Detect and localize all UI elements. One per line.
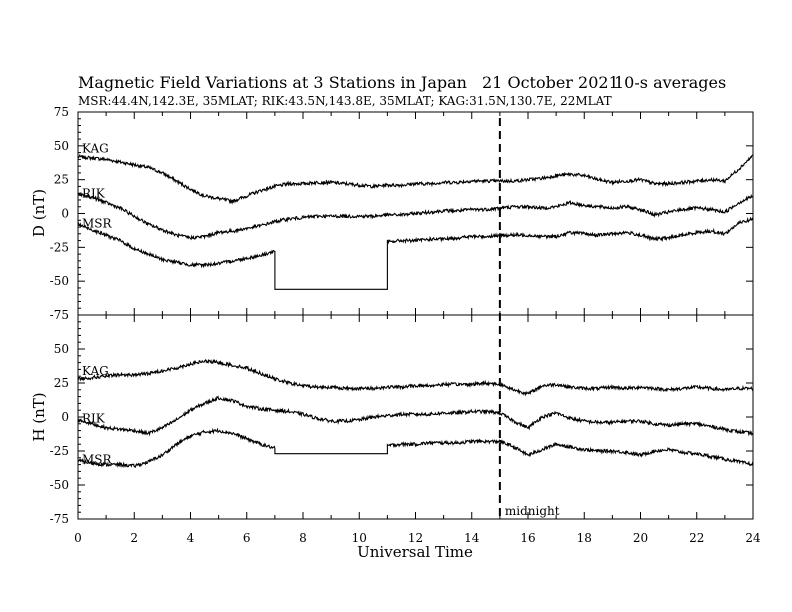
top-ytick-label: 75 bbox=[54, 105, 69, 119]
chart-date: 21 October 2021 bbox=[482, 73, 619, 92]
bottom-panel-ylabel: H (nT) bbox=[30, 392, 48, 441]
bottom-ytick-label: 25 bbox=[54, 376, 69, 390]
xtick-label: 8 bbox=[299, 531, 307, 545]
bottom-ytick-label: -50 bbox=[50, 478, 69, 492]
bottom-series-kag bbox=[77, 358, 754, 397]
bottom-series-rik bbox=[77, 395, 754, 437]
bottom-series-msr bbox=[77, 427, 754, 468]
top-series-label-msr: MSR bbox=[82, 216, 113, 230]
bottom-series-label-rik: RIK bbox=[82, 412, 106, 426]
xtick-label: 10 bbox=[352, 531, 367, 545]
top-series-label-kag: KAG bbox=[82, 142, 109, 156]
xtick-label: 20 bbox=[633, 531, 648, 545]
xtick-label: 0 bbox=[74, 531, 82, 545]
xtick-label: 4 bbox=[187, 531, 195, 545]
xtick-label: 14 bbox=[464, 531, 480, 545]
top-series-msr bbox=[77, 216, 754, 290]
top-ytick-label: -75 bbox=[50, 308, 69, 322]
xtick-label: 24 bbox=[745, 531, 761, 545]
bottom-ytick-label: -75 bbox=[50, 512, 69, 526]
x-axis-label: Universal Time bbox=[357, 543, 473, 561]
top-ytick-label: 0 bbox=[61, 207, 69, 221]
xtick-label: 16 bbox=[520, 531, 535, 545]
bottom-ytick-label: 50 bbox=[54, 342, 69, 356]
bottom-panel-frame bbox=[77, 314, 754, 520]
midnight-label: midnight bbox=[505, 504, 560, 518]
top-panel-ylabel: D (nT) bbox=[30, 189, 48, 237]
chart-title: Magnetic Field Variations at 3 Stations … bbox=[78, 73, 467, 92]
bottom-series-label-kag: KAG bbox=[82, 364, 109, 378]
top-series-rik bbox=[77, 191, 754, 241]
xtick-label: 22 bbox=[689, 531, 704, 545]
xtick-label: 2 bbox=[130, 531, 138, 545]
top-ytick-label: -50 bbox=[50, 274, 69, 288]
top-ytick-label: 25 bbox=[54, 173, 69, 187]
xtick-label: 6 bbox=[243, 531, 251, 545]
chart-averaging: 10-s averages bbox=[614, 73, 726, 92]
bottom-ytick-label: -25 bbox=[50, 444, 69, 458]
xtick-label: 18 bbox=[577, 531, 592, 545]
top-series-kag bbox=[77, 153, 754, 205]
bottom-ytick-label: 0 bbox=[61, 410, 69, 424]
stations-line: MSR:44.4N,142.3E, 35MLAT; RIK:43.5N,143.… bbox=[78, 94, 612, 108]
top-series-label-rik: RIK bbox=[82, 187, 106, 201]
top-ytick-label: -25 bbox=[50, 240, 69, 254]
bottom-series-label-msr: MSR bbox=[82, 453, 113, 467]
xtick-label: 12 bbox=[408, 531, 423, 545]
top-ytick-label: 50 bbox=[54, 139, 69, 153]
